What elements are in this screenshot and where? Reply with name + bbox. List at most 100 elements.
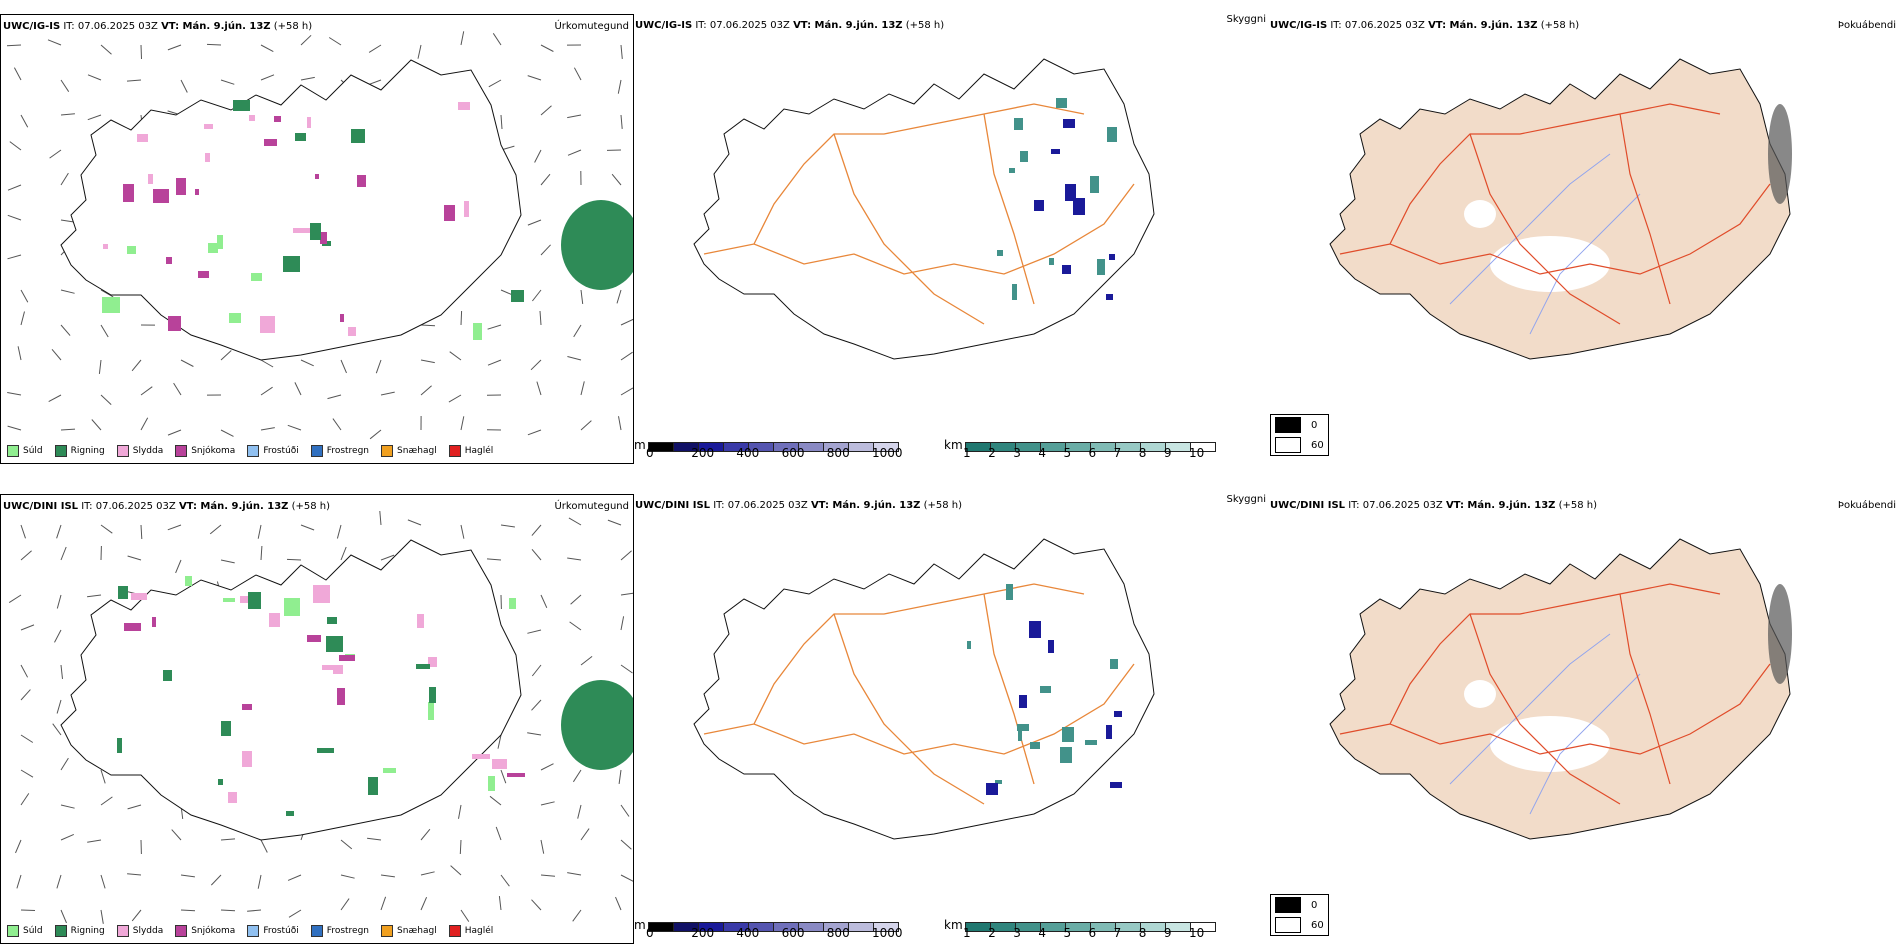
road xyxy=(1619,113,1671,305)
legend-swatch xyxy=(175,445,188,457)
wind-barb xyxy=(20,114,29,128)
precip-cell xyxy=(283,256,300,272)
low-visibility-cell xyxy=(1063,119,1075,128)
model-name: UWC/DINI ISL xyxy=(635,500,711,511)
wind-barb xyxy=(420,324,436,327)
wind-barb xyxy=(340,898,350,911)
wind-barb xyxy=(210,874,222,886)
low-visibility-cell xyxy=(1051,149,1060,154)
low-visibility-cell xyxy=(1020,151,1028,162)
wind-barb xyxy=(567,872,582,876)
colorbar-segment xyxy=(1165,442,1191,452)
wind-barb xyxy=(380,896,387,911)
precip-cell xyxy=(208,243,218,253)
precip-cell xyxy=(127,246,136,254)
colorbar-unit: m xyxy=(634,918,646,932)
colorbar-segment xyxy=(848,442,874,452)
wind-barb xyxy=(60,757,69,771)
road xyxy=(703,663,1135,755)
wind-barb xyxy=(460,31,465,46)
model-name: UWC/IG-IS xyxy=(1270,20,1328,31)
colorbar-tick-label: 8 xyxy=(1138,926,1147,940)
valid-time: VT: Mán. 9.jún. 13Z xyxy=(1428,20,1538,31)
wind-barb xyxy=(368,44,382,53)
low-visibility-cell xyxy=(1049,258,1054,265)
precip-cell xyxy=(458,102,470,110)
precip-cell xyxy=(228,792,237,803)
fog-area xyxy=(1768,104,1792,204)
wind-barb xyxy=(220,838,236,841)
fog-area xyxy=(1490,236,1610,292)
wind-barb xyxy=(260,386,273,396)
legend-label: Súld xyxy=(23,446,43,456)
precip-cell xyxy=(131,593,147,600)
wind-barb xyxy=(171,829,182,841)
wind-barb xyxy=(534,149,542,163)
fog-legend-label: 60 xyxy=(1311,919,1324,931)
fog-legend-label: 0 xyxy=(1311,899,1318,911)
legend-label: Rigning xyxy=(70,926,105,936)
precip-cell xyxy=(464,201,469,217)
colorbar-segment xyxy=(1090,442,1116,452)
colorbar-segment xyxy=(990,442,1016,452)
legend-label: Haglél xyxy=(464,926,494,936)
valid-time: VT: Mán. 9.jún. 13Z xyxy=(178,501,289,512)
wind-barb xyxy=(173,382,182,396)
precip-cell xyxy=(221,721,231,736)
colorbar-tick-label: 0 xyxy=(646,926,654,940)
precip-cell xyxy=(233,100,250,111)
colorbar-tick-label: 1 xyxy=(963,446,971,460)
wind-barb xyxy=(380,874,395,878)
legend-label: Frostregn xyxy=(326,926,370,936)
legend-label: Snjókoma xyxy=(191,926,236,936)
wind-barb xyxy=(367,837,382,841)
low-visibility-cell xyxy=(1040,686,1051,693)
wind-barb xyxy=(527,219,542,226)
precip-cell xyxy=(326,636,343,652)
precip-cell xyxy=(492,759,507,769)
colorbar-segment xyxy=(1015,442,1041,452)
precip-areas xyxy=(117,576,633,816)
road xyxy=(1339,663,1771,755)
precip-cell xyxy=(340,314,344,322)
colorbar-tick-label: 600 xyxy=(781,446,805,460)
wind-barb xyxy=(127,555,142,561)
wind-barb xyxy=(620,44,623,59)
low-visibility-cell xyxy=(1062,265,1071,274)
wind-barb xyxy=(52,723,62,736)
colorbar-tick-label: 3 xyxy=(1013,926,1021,940)
colorbar-segment xyxy=(1115,442,1141,452)
wind-barb xyxy=(6,44,22,47)
legend-label: Frostúði xyxy=(263,446,299,456)
fog-swatch xyxy=(1275,417,1301,433)
legend-swatch xyxy=(54,925,67,937)
fog-areas xyxy=(1464,584,1792,772)
wind-barb xyxy=(20,793,30,806)
low-visibility-cell xyxy=(986,783,998,795)
low-visibility-cell xyxy=(1034,200,1044,211)
wind-barb xyxy=(420,385,432,396)
wind-barb xyxy=(87,114,102,121)
wind-barb xyxy=(500,524,515,528)
low-visibility-cell xyxy=(1019,695,1027,708)
low-visibility-cell xyxy=(1048,640,1054,653)
visibility-areas xyxy=(967,584,1122,795)
lead-time: (+58 h) xyxy=(1558,500,1598,511)
wind-barb xyxy=(495,826,502,841)
precip-cell xyxy=(307,117,311,128)
visibility-map-top xyxy=(693,58,1155,360)
colorbar-segments xyxy=(964,922,1216,932)
wind-barb xyxy=(460,310,463,326)
low-visibility-cell xyxy=(1029,621,1041,638)
colorbar-segment xyxy=(1115,922,1141,932)
precip-cell xyxy=(148,174,153,184)
low-visibility-cell xyxy=(1109,254,1115,260)
low-visibility-cell xyxy=(967,641,971,649)
wind-barb xyxy=(60,172,69,186)
wind-barb xyxy=(87,594,102,598)
road-network xyxy=(703,103,1135,325)
precip-cell xyxy=(313,585,330,603)
wind-barb xyxy=(127,873,142,876)
low-visibility-cell xyxy=(1065,184,1076,201)
colorbar-tick-label: 9 xyxy=(1163,926,1172,940)
